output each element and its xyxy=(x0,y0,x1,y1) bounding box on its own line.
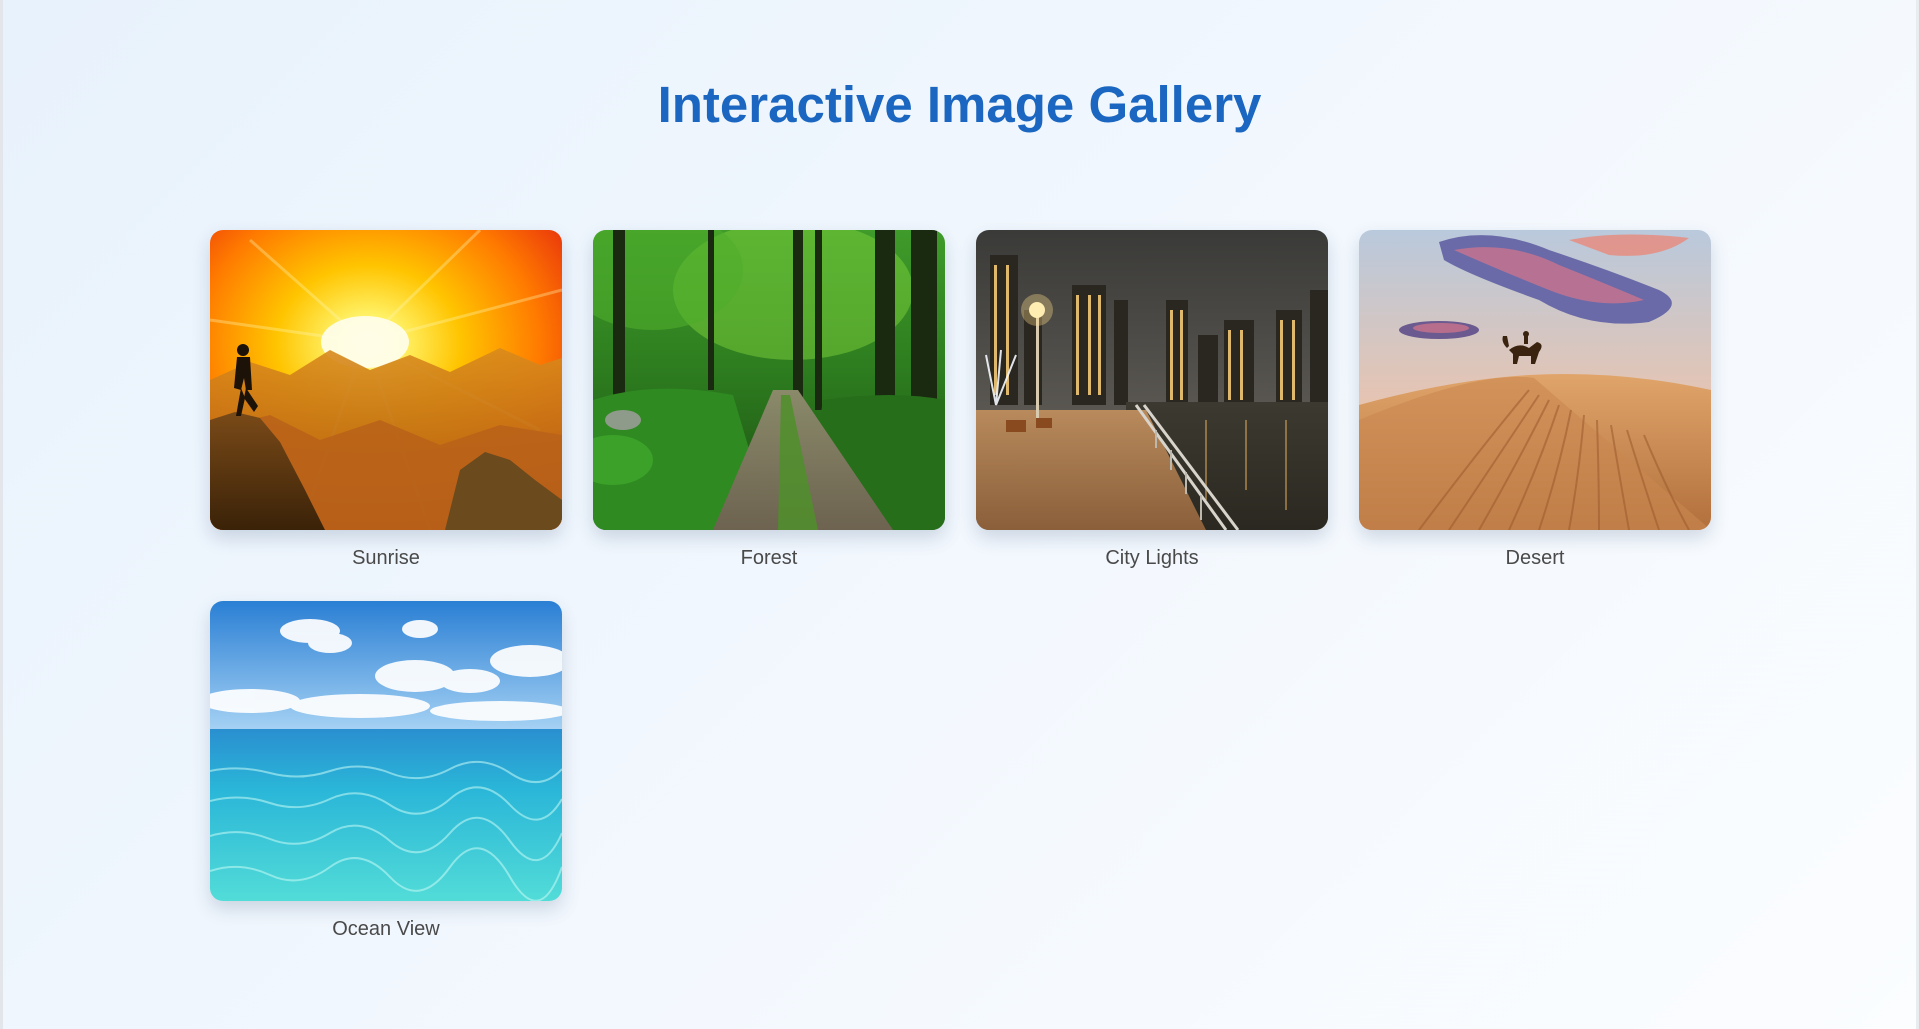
page-title: Interactive Image Gallery xyxy=(657,76,1262,133)
gallery-caption: City Lights xyxy=(1105,547,1199,569)
gallery-image-city-lights[interactable] xyxy=(976,230,1328,530)
gallery-caption: Forest xyxy=(740,547,798,569)
ocean-view-image xyxy=(210,601,562,901)
gallery-image-forest[interactable] xyxy=(593,230,945,530)
gallery-item-city-lights[interactable]: City Lights xyxy=(976,230,1328,571)
desert-image xyxy=(1359,230,1711,530)
gallery-item-ocean-view[interactable]: Ocean View xyxy=(210,601,562,942)
gallery-item-sunrise[interactable]: Sunrise xyxy=(210,230,562,571)
page-edge-right xyxy=(1916,0,1919,1029)
gallery-item-forest[interactable]: Forest xyxy=(593,230,945,571)
sunrise-image xyxy=(210,230,562,530)
gallery-caption: Sunrise xyxy=(352,547,420,569)
gallery-image-ocean-view[interactable] xyxy=(210,601,562,901)
city-lights-image xyxy=(976,230,1328,530)
gallery-caption: Ocean View xyxy=(332,918,440,940)
page-edge-left xyxy=(0,0,3,1029)
forest-image xyxy=(593,230,945,530)
image-gallery: Sunrise xyxy=(210,230,1711,942)
gallery-image-desert[interactable] xyxy=(1359,230,1711,530)
gallery-image-sunrise[interactable] xyxy=(210,230,562,530)
gallery-item-desert[interactable]: Desert xyxy=(1359,230,1711,571)
gallery-caption: Desert xyxy=(1505,547,1565,569)
